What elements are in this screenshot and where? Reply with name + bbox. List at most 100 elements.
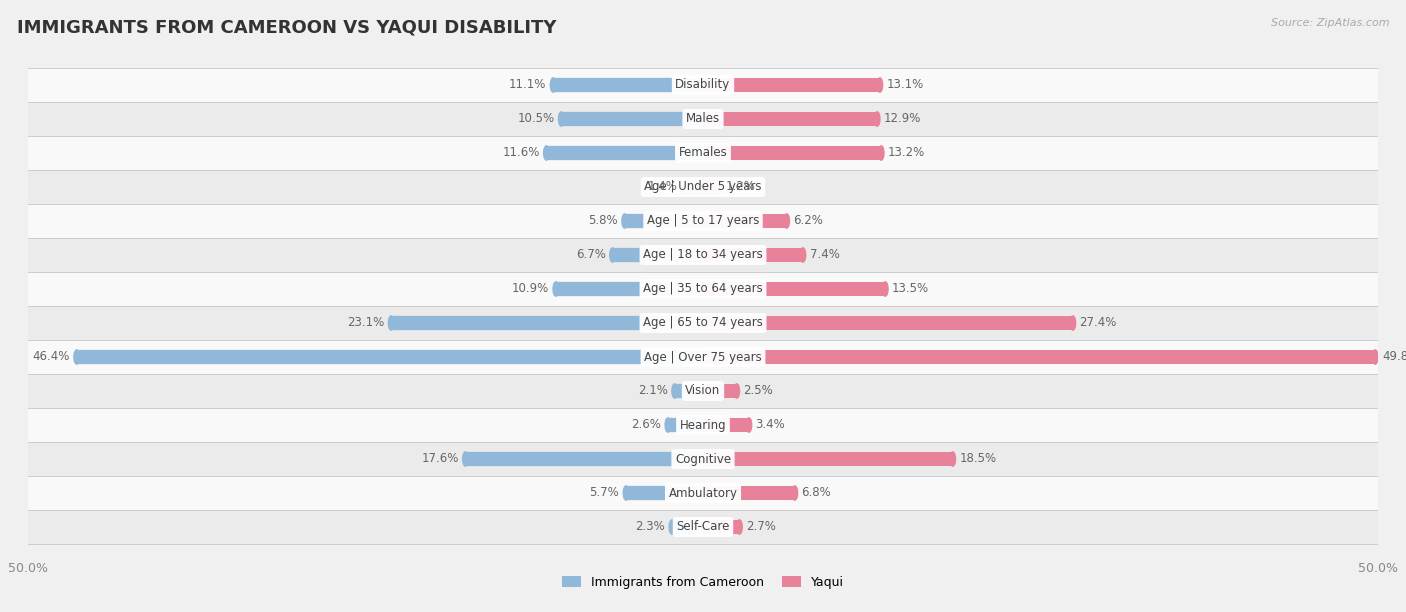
Text: Age | 35 to 64 years: Age | 35 to 64 years (643, 283, 763, 296)
Text: Disability: Disability (675, 78, 731, 92)
Text: Females: Females (679, 146, 727, 160)
Bar (553, 78, 703, 92)
FancyBboxPatch shape (391, 316, 703, 330)
Text: 27.4%: 27.4% (1080, 316, 1116, 329)
Circle shape (747, 418, 752, 432)
Bar (703, 180, 720, 194)
FancyBboxPatch shape (668, 418, 703, 432)
Bar (703, 418, 749, 432)
Bar (547, 146, 703, 160)
FancyBboxPatch shape (28, 238, 1378, 272)
FancyBboxPatch shape (561, 112, 703, 126)
Circle shape (800, 248, 806, 262)
Text: 1.4%: 1.4% (648, 181, 678, 193)
Text: 2.3%: 2.3% (636, 520, 665, 534)
Circle shape (875, 112, 880, 126)
Text: 18.5%: 18.5% (959, 452, 997, 466)
Text: Age | Under 5 years: Age | Under 5 years (644, 181, 762, 193)
Circle shape (550, 78, 555, 92)
Circle shape (785, 214, 790, 228)
Bar (675, 384, 703, 398)
FancyBboxPatch shape (465, 452, 703, 466)
Circle shape (1372, 350, 1378, 364)
FancyBboxPatch shape (77, 350, 703, 364)
Text: 3.4%: 3.4% (755, 419, 786, 431)
Circle shape (75, 350, 80, 364)
Circle shape (682, 180, 688, 194)
FancyBboxPatch shape (626, 486, 703, 500)
Text: 12.9%: 12.9% (884, 113, 921, 125)
Text: 7.4%: 7.4% (810, 248, 839, 261)
FancyBboxPatch shape (685, 180, 703, 194)
Text: 10.9%: 10.9% (512, 283, 550, 296)
Text: Males: Males (686, 113, 720, 125)
FancyBboxPatch shape (28, 102, 1378, 136)
FancyBboxPatch shape (624, 214, 703, 228)
Circle shape (544, 146, 550, 160)
FancyBboxPatch shape (28, 306, 1378, 340)
Text: 2.6%: 2.6% (631, 419, 661, 431)
FancyBboxPatch shape (28, 170, 1378, 204)
Bar (668, 418, 703, 432)
Text: 6.2%: 6.2% (793, 214, 824, 228)
Circle shape (879, 146, 884, 160)
Text: 10.5%: 10.5% (517, 113, 554, 125)
Circle shape (883, 282, 889, 296)
Text: Hearing: Hearing (679, 419, 727, 431)
Text: 2.5%: 2.5% (744, 384, 773, 398)
Circle shape (877, 78, 883, 92)
Bar (703, 112, 877, 126)
Circle shape (792, 486, 797, 500)
Text: 2.7%: 2.7% (747, 520, 776, 534)
Text: IMMIGRANTS FROM CAMEROON VS YAQUI DISABILITY: IMMIGRANTS FROM CAMEROON VS YAQUI DISABI… (17, 18, 557, 36)
Text: 13.2%: 13.2% (889, 146, 925, 160)
FancyBboxPatch shape (28, 476, 1378, 510)
Bar (703, 350, 1375, 364)
Text: 5.8%: 5.8% (588, 214, 619, 228)
Circle shape (558, 112, 564, 126)
Bar (703, 78, 880, 92)
Bar (703, 486, 794, 500)
FancyBboxPatch shape (28, 510, 1378, 544)
Text: Source: ZipAtlas.com: Source: ZipAtlas.com (1271, 18, 1389, 28)
Bar (465, 452, 703, 466)
FancyBboxPatch shape (28, 340, 1378, 374)
FancyBboxPatch shape (672, 520, 703, 534)
Bar (703, 146, 882, 160)
Circle shape (388, 316, 394, 330)
Bar (561, 112, 703, 126)
Text: 6.7%: 6.7% (576, 248, 606, 261)
FancyBboxPatch shape (28, 68, 1378, 102)
Text: 11.6%: 11.6% (502, 146, 540, 160)
FancyBboxPatch shape (28, 204, 1378, 238)
Bar (77, 350, 703, 364)
Text: Age | 5 to 17 years: Age | 5 to 17 years (647, 214, 759, 228)
Text: 1.2%: 1.2% (725, 181, 756, 193)
Text: Age | Over 75 years: Age | Over 75 years (644, 351, 762, 364)
Text: 13.1%: 13.1% (887, 78, 924, 92)
Circle shape (665, 418, 671, 432)
FancyBboxPatch shape (28, 408, 1378, 442)
Bar (626, 486, 703, 500)
Circle shape (737, 520, 742, 534)
Bar (555, 282, 703, 296)
Circle shape (610, 248, 616, 262)
FancyBboxPatch shape (555, 282, 703, 296)
Text: 11.1%: 11.1% (509, 78, 547, 92)
Bar (703, 248, 803, 262)
Text: Age | 18 to 34 years: Age | 18 to 34 years (643, 248, 763, 261)
Bar (685, 180, 703, 194)
Bar (391, 316, 703, 330)
Text: Age | 65 to 74 years: Age | 65 to 74 years (643, 316, 763, 329)
Text: 49.8%: 49.8% (1382, 351, 1406, 364)
Bar (613, 248, 703, 262)
Circle shape (463, 452, 468, 466)
Text: 6.8%: 6.8% (801, 487, 831, 499)
Text: Vision: Vision (685, 384, 721, 398)
Circle shape (623, 486, 628, 500)
Text: 5.7%: 5.7% (589, 487, 619, 499)
Circle shape (717, 180, 723, 194)
Text: 13.5%: 13.5% (891, 283, 929, 296)
Text: 23.1%: 23.1% (347, 316, 384, 329)
Bar (703, 214, 787, 228)
